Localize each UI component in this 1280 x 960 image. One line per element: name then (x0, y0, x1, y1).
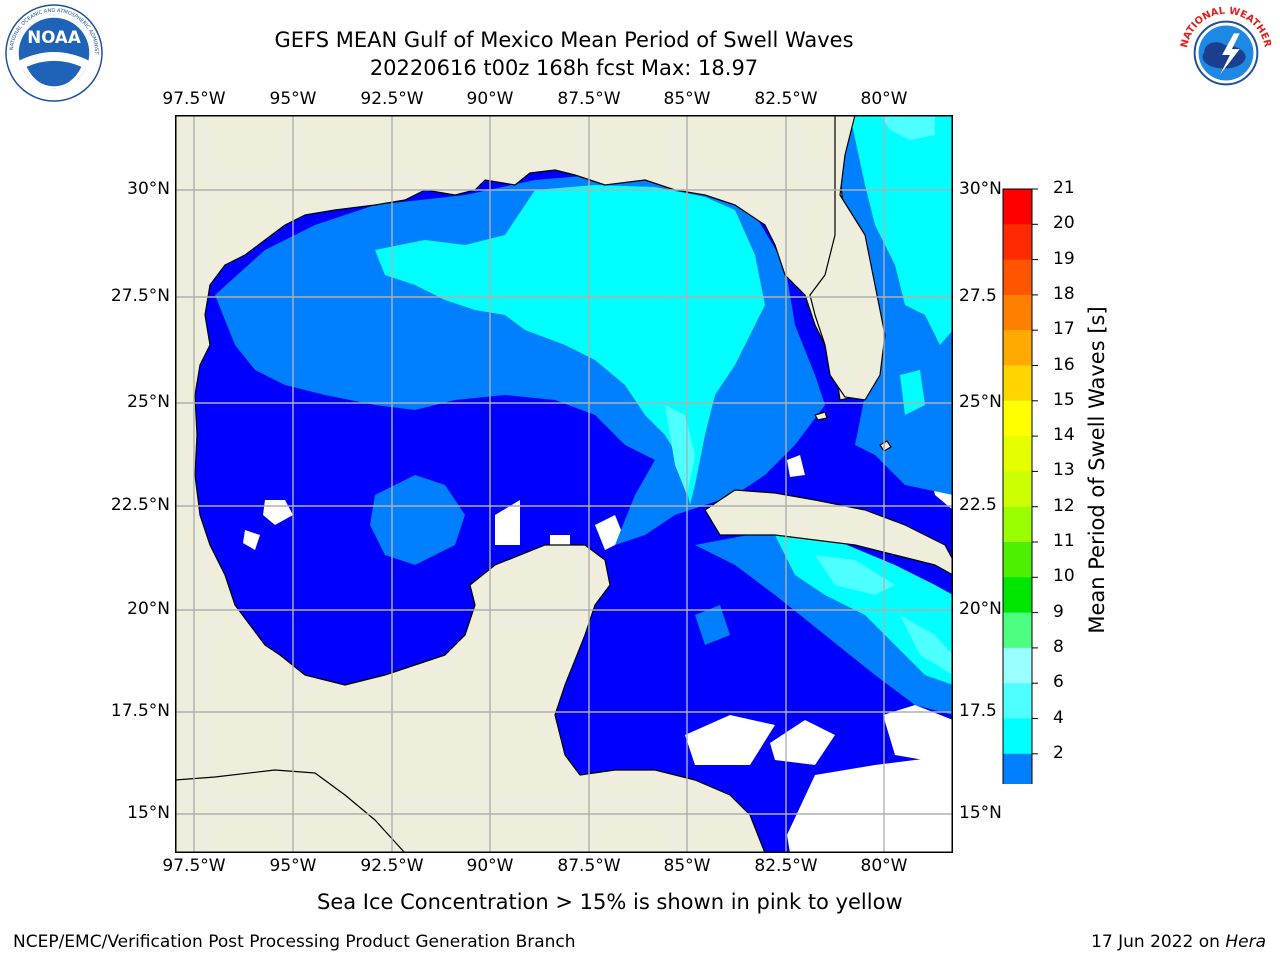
colorbar-tick-label: 11 (1053, 531, 1075, 551)
colorbar-band (1003, 577, 1032, 614)
sea-ice-note: Sea Ice Concentration > 15% is shown in … (317, 890, 903, 914)
colorbar-tick-label: 9 (1053, 601, 1064, 622)
swell-period-map (175, 115, 953, 853)
colorbar-tick-label: 19 (1053, 248, 1075, 269)
graticule (175, 115, 953, 853)
colorbar (1002, 188, 1038, 784)
longitude-label-top: 95°W (269, 89, 317, 109)
svg-text:NOAA: NOAA (27, 28, 81, 47)
colorbar-band (1003, 506, 1032, 543)
colorbar-band (1003, 471, 1032, 508)
colorbar-band (1003, 612, 1032, 649)
colorbar-tick-label: 12 (1053, 495, 1075, 516)
colorbar-tick-label: 14 (1053, 425, 1075, 446)
latitude-label-left: 20°N (127, 599, 170, 619)
colorbar-tick-label: 17 (1053, 319, 1075, 340)
longitude-label-bottom: 85°W (663, 856, 711, 876)
longitude-label-top: 90°W (466, 89, 514, 109)
longitude-label-top: 97.5°W (162, 89, 226, 109)
colorbar-band (1003, 542, 1032, 578)
latitude-label-right: 27.5 (959, 286, 997, 306)
colorbar-band (1003, 189, 1032, 225)
colorbar-frame (1002, 188, 1033, 784)
latitude-label-right: 22.5 (959, 495, 997, 515)
chart-title: GEFS MEAN Gulf of Mexico Mean Period of … (274, 28, 854, 52)
map-frame (175, 115, 953, 853)
latitude-label-left: 22.5°N (110, 495, 170, 515)
colorbar-band (1003, 400, 1032, 437)
longitude-label-bottom: 90°W (466, 856, 514, 876)
colorbar-tick-label: 2 (1053, 742, 1064, 763)
colorbar-tick-label: 6 (1053, 672, 1064, 693)
colorbar-band (1003, 365, 1032, 402)
noaa-logo: NOAA NATIONAL OCEANIC AND ATMOSPHERIC AD… (5, 4, 103, 102)
longitude-label-bottom: 82.5°W (754, 856, 818, 876)
latitude-label-left: 30°N (127, 179, 170, 199)
latitude-label-left: 17.5°N (110, 701, 170, 721)
generation-date: 17 Jun 2022 on Hera (1091, 932, 1266, 952)
colorbar-tick-label: 4 (1053, 707, 1064, 728)
longitude-label-top: 87.5°W (557, 89, 621, 109)
colorbar-band (1003, 753, 1032, 784)
colorbar-tick-label: 10 (1053, 566, 1075, 587)
latitude-label-left: 15°N (127, 803, 170, 823)
latitude-label-left: 27.5°N (110, 286, 170, 306)
colorbar-band (1003, 224, 1032, 261)
longitude-label-top: 82.5°W (754, 89, 818, 109)
longitude-label-top: 80°W (860, 89, 908, 109)
longitude-label-top: 85°W (663, 89, 711, 109)
latitude-label-right: 20°N (959, 599, 1002, 619)
longitude-label-top: 92.5°W (360, 89, 424, 109)
colorbar-tick-label: 20 (1053, 213, 1075, 234)
colorbar-band (1003, 436, 1032, 472)
colorbar-tick-label: 18 (1053, 283, 1075, 304)
longitude-label-bottom: 87.5°W (557, 856, 621, 876)
longitude-label-bottom: 80°W (860, 856, 908, 876)
colorbar-tick-label: 21 (1053, 178, 1075, 198)
colorbar-tick-label: 13 (1053, 460, 1075, 481)
latitude-label-right: 25°N (959, 392, 1002, 412)
latitude-label-right: 15°N (959, 803, 1002, 823)
colorbar-band (1003, 718, 1032, 755)
longitude-label-bottom: 97.5°W (162, 856, 226, 876)
colorbar-band (1003, 259, 1032, 296)
land-masses (175, 115, 953, 853)
colorbar-band (1003, 647, 1032, 684)
latitude-label-left: 25°N (127, 392, 170, 412)
colorbar-band (1003, 683, 1032, 719)
longitude-label-bottom: 95°W (269, 856, 317, 876)
latitude-label-right: 17.5 (959, 701, 997, 721)
chart-subtitle: 20220616 t00z 168h fcst Max: 18.97 (369, 56, 759, 80)
map-panel (175, 115, 953, 853)
colorbar-tick-label: 15 (1053, 389, 1075, 410)
latitude-label-right: 30°N (959, 179, 1002, 199)
colorbar-tick-label: 8 (1053, 636, 1064, 657)
credit-line: NCEP/EMC/Verification Post Processing Pr… (13, 932, 576, 952)
nws-logo: NATIONAL WEATHER SERVICE (1177, 4, 1275, 102)
colorbar-band (1003, 294, 1032, 331)
colorbar-band (1003, 330, 1032, 366)
colorbar-title: Mean Period of Swell Waves [s] (1085, 306, 1109, 634)
longitude-label-bottom: 92.5°W (360, 856, 424, 876)
colorbar-tick-label: 16 (1053, 354, 1075, 375)
